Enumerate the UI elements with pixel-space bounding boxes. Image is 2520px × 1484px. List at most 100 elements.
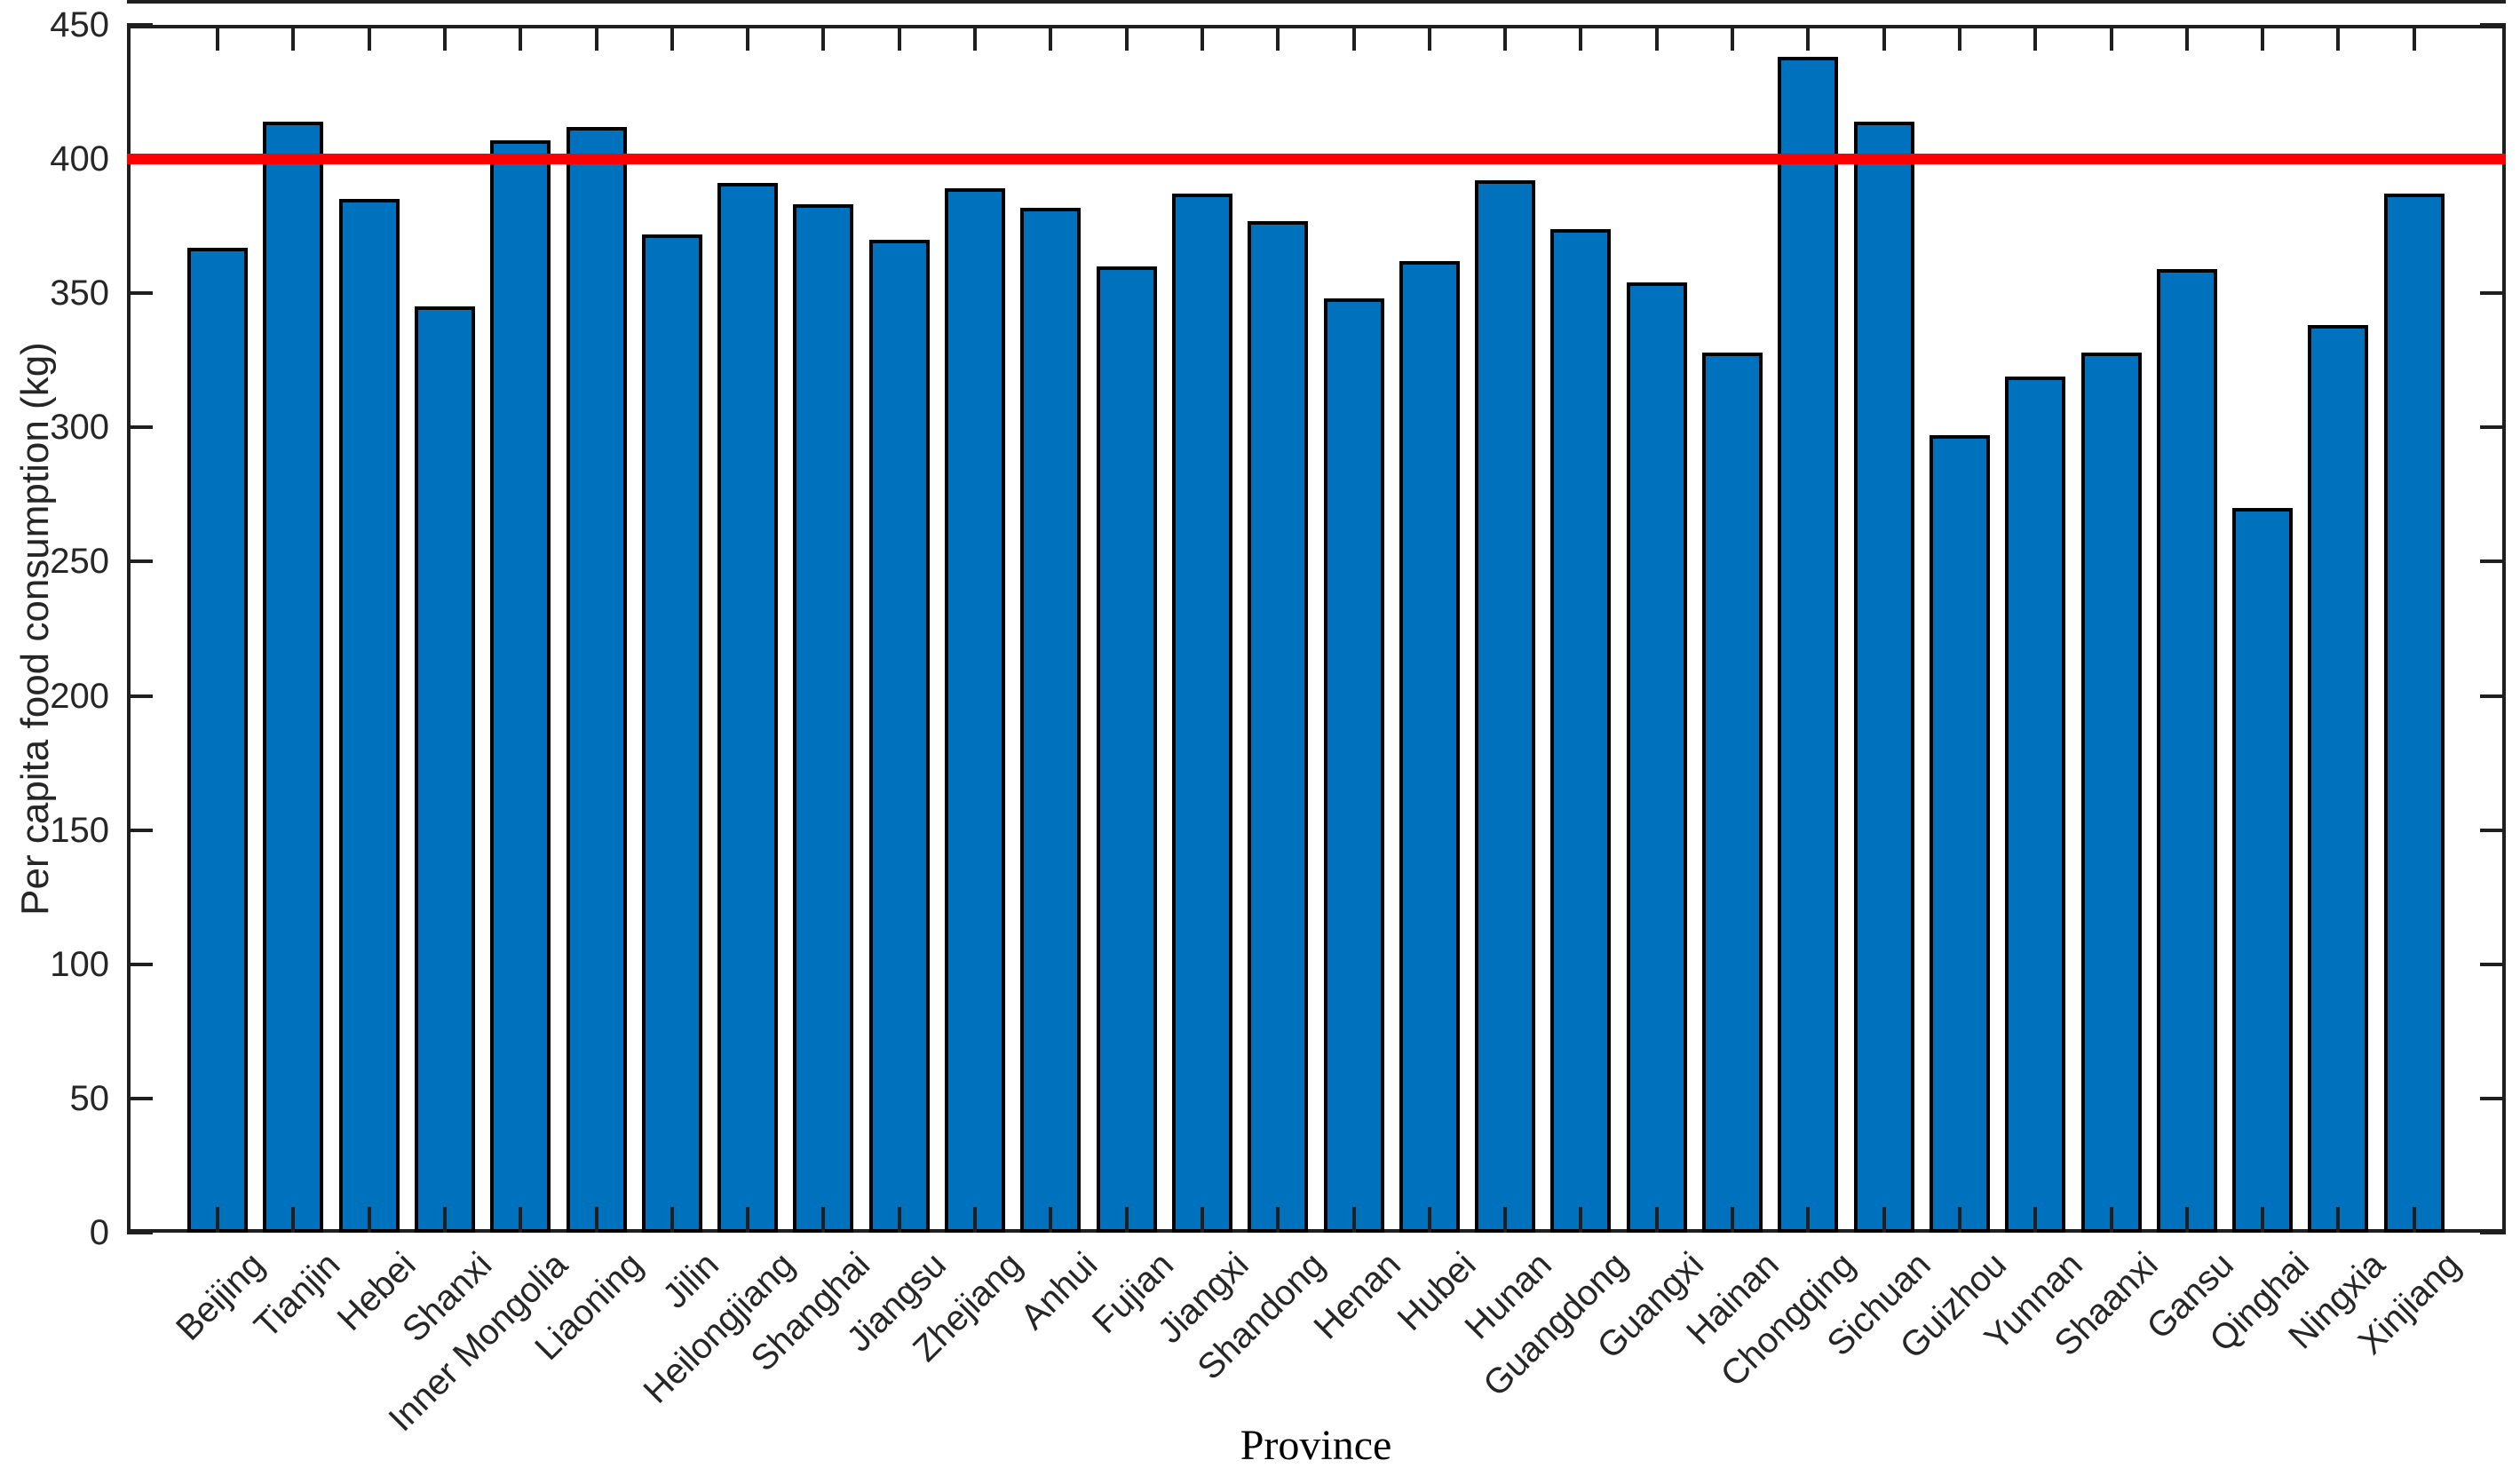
bar-henan	[1324, 298, 1384, 1233]
bar-inner-mongolia	[490, 140, 551, 1233]
plot-area	[127, 25, 2506, 1233]
bar-jilin	[642, 234, 702, 1233]
x-tick-top-shanghai	[821, 25, 825, 51]
y-tick-right-300	[2480, 425, 2506, 429]
x-tick-top-guizhou	[1958, 25, 1961, 51]
ytick-label-400: 400	[50, 139, 109, 179]
y-tick-left-100	[127, 963, 153, 966]
x-tick-bottom-fujian	[1125, 1207, 1129, 1233]
x-tick-top-jilin	[670, 25, 674, 51]
x-tick-bottom-guangxi	[1655, 1207, 1659, 1233]
y-tick-left-450	[127, 23, 153, 27]
bar-shanxi	[415, 306, 475, 1233]
bar-tianjin	[263, 122, 323, 1233]
x-tick-top-beijing	[216, 25, 219, 51]
x-tick-top-fujian	[1125, 25, 1129, 51]
x-tick-top-zhejiang	[973, 25, 977, 51]
x-tick-bottom-hainan	[1731, 1207, 1734, 1233]
y-tick-right-100	[2480, 963, 2506, 966]
bar-hebei	[339, 199, 400, 1233]
x-tick-bottom-xinjiang	[2413, 1207, 2416, 1233]
bar-sichuan	[1854, 122, 1914, 1233]
x-tick-top-henan	[1352, 25, 1356, 51]
y-tick-right-200	[2480, 694, 2506, 698]
bar-xinjiang	[2384, 194, 2445, 1233]
x-tick-top-gansu	[2185, 25, 2189, 51]
y-tick-left-0	[127, 1231, 153, 1234]
x-tick-top-tianjin	[291, 25, 295, 51]
y-tick-right-250	[2480, 559, 2506, 563]
x-tick-bottom-jilin	[670, 1207, 674, 1233]
x-tick-top-sichuan	[1882, 25, 1886, 51]
x-tick-bottom-ningxia	[2336, 1207, 2340, 1233]
bar-beijing	[187, 248, 248, 1233]
x-tick-bottom-anhui	[1049, 1207, 1052, 1233]
bar-qinghai	[2232, 508, 2293, 1233]
x-tick-bottom-hunan	[1503, 1207, 1507, 1233]
x-tick-bottom-shanxi	[443, 1207, 447, 1233]
bar-shandong	[1248, 221, 1308, 1233]
bar-shaanxi	[2081, 353, 2142, 1233]
ytick-label-300: 300	[50, 408, 109, 447]
x-tick-top-inner-mongolia	[519, 25, 522, 51]
x-tick-top-hunan	[1503, 25, 1507, 51]
x-tick-bottom-beijing	[216, 1207, 219, 1233]
reference-line-400	[127, 154, 2506, 164]
y-axis-label: Per capita food consumption (kg)	[13, 342, 57, 916]
bar-ningxia	[2308, 325, 2368, 1233]
y-tick-left-50	[127, 1097, 153, 1100]
bar-jiangsu	[869, 240, 930, 1233]
y-tick-right-350	[2480, 291, 2506, 295]
ytick-label-200: 200	[50, 677, 109, 716]
x-tick-bottom-jiangxi	[1201, 1207, 1204, 1233]
ytick-label-250: 250	[50, 542, 109, 581]
x-tick-top-xinjiang	[2413, 25, 2416, 51]
x-axis-line	[127, 0, 2506, 4]
y-tick-right-50	[2480, 1097, 2506, 1100]
x-tick-bottom-liaoning	[595, 1207, 598, 1233]
x-tick-top-qinghai	[2261, 25, 2264, 51]
xtick-label-anhui: Anhui	[1012, 1245, 1105, 1337]
x-tick-top-guangxi	[1655, 25, 1659, 51]
x-tick-top-shandong	[1276, 25, 1280, 51]
bar-chongqing	[1778, 57, 1838, 1233]
x-tick-bottom-zhejiang	[973, 1207, 977, 1233]
x-tick-bottom-hebei	[368, 1207, 371, 1233]
bar-shanghai	[793, 204, 853, 1233]
ytick-label-450: 450	[50, 5, 109, 44]
bar-gansu	[2157, 269, 2217, 1233]
y-tick-left-300	[127, 425, 153, 429]
bar-hunan	[1475, 180, 1535, 1233]
bar-yunnan	[2005, 377, 2065, 1233]
bar-heilongjiang	[717, 183, 778, 1233]
ytick-label-150: 150	[50, 811, 109, 850]
x-tick-bottom-guangdong	[1579, 1207, 1582, 1233]
x-tick-top-jiangsu	[898, 25, 901, 51]
bar-anhui	[1020, 208, 1081, 1233]
xtick-label-tianjin: Tianjin	[247, 1245, 348, 1346]
bar-fujian	[1097, 266, 1157, 1233]
y-tick-left-350	[127, 291, 153, 295]
y-tick-left-150	[127, 829, 153, 832]
x-tick-bottom-chongqing	[1806, 1207, 1810, 1233]
x-tick-bottom-tianjin	[291, 1207, 295, 1233]
bar-hainan	[1702, 353, 1763, 1233]
x-tick-top-yunnan	[2033, 25, 2037, 51]
y-tick-right-150	[2480, 829, 2506, 832]
x-tick-bottom-shaanxi	[2110, 1207, 2113, 1233]
x-tick-bottom-shanghai	[821, 1207, 825, 1233]
x-tick-bottom-henan	[1352, 1207, 1356, 1233]
x-axis-label: Province	[1240, 1422, 1392, 1469]
x-tick-bottom-jiangsu	[898, 1207, 901, 1233]
x-tick-top-jiangxi	[1201, 25, 1204, 51]
x-tick-top-shanxi	[443, 25, 447, 51]
x-tick-top-anhui	[1049, 25, 1052, 51]
y-tick-left-200	[127, 694, 153, 698]
y-tick-left-250	[127, 559, 153, 563]
bar-hubei	[1399, 261, 1460, 1233]
x-tick-top-ningxia	[2336, 25, 2340, 51]
x-tick-bottom-qinghai	[2261, 1207, 2264, 1233]
x-tick-top-guangdong	[1579, 25, 1582, 51]
bar-zhejiang	[945, 188, 1005, 1233]
x-tick-top-hebei	[368, 25, 371, 51]
